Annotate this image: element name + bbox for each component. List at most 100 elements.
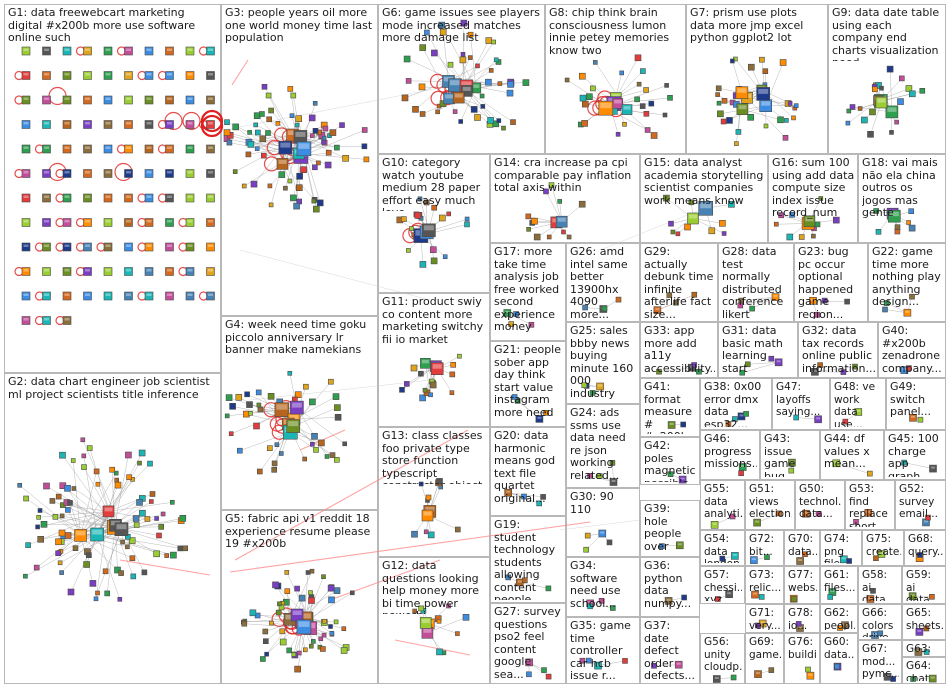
group-box-g23 (794, 243, 868, 322)
g15-node (668, 220, 674, 227)
g6-node (458, 119, 464, 124)
g6-node (475, 63, 480, 69)
g24-edge (590, 475, 614, 483)
g3-node (300, 166, 307, 173)
g1-node (21, 218, 31, 227)
g34-node (609, 605, 616, 611)
g28-edge (751, 296, 776, 309)
g1-node (206, 291, 215, 301)
g6-node (496, 118, 502, 123)
g2-edge (80, 535, 133, 541)
g29-node (653, 306, 662, 315)
g21-node (511, 394, 518, 400)
group-box-g67 (858, 640, 902, 684)
g1-node (62, 291, 72, 301)
g4-node (332, 393, 340, 400)
g35-node (585, 657, 592, 664)
group-box-g25 (566, 322, 640, 404)
g22-node (883, 300, 890, 306)
g1-self-loop (200, 109, 224, 133)
g5-node (294, 585, 300, 592)
g31-edge (742, 362, 779, 373)
g3-hub-node (276, 158, 289, 170)
group-box-g40 (878, 322, 946, 378)
g2-edge (96, 462, 140, 535)
g3-node (321, 135, 327, 141)
g15-node (721, 231, 727, 236)
g6-node (418, 83, 426, 91)
g2-edge (62, 515, 115, 528)
g6-edge (442, 32, 449, 82)
g8-node (581, 100, 589, 108)
g13-node (436, 478, 443, 485)
g47-node (814, 415, 822, 424)
g13-node (423, 529, 429, 535)
g72-node (750, 556, 758, 564)
group-box-g71 (745, 604, 784, 633)
g1-node (42, 120, 51, 129)
group-box-g15 (640, 154, 768, 243)
g13-node (411, 530, 418, 538)
g5-node (349, 590, 355, 596)
g24-node (587, 472, 593, 479)
g1-node (124, 169, 133, 178)
g6-node (403, 55, 411, 63)
g4-node (255, 389, 262, 396)
g2-node (55, 538, 62, 546)
g1-node (144, 120, 154, 129)
g1-node (21, 291, 31, 301)
g5-node (241, 620, 248, 627)
g6-node (485, 37, 493, 44)
g2-node (35, 524, 40, 530)
group-box-g69 (745, 633, 784, 684)
g2-node (37, 508, 43, 513)
g1-node (206, 169, 215, 178)
group-box-g54 (700, 530, 745, 566)
g31-node (739, 369, 746, 376)
g6-node (479, 93, 485, 99)
g11-hub-node (420, 357, 431, 369)
g1-node (144, 218, 154, 227)
g2-hub-node (114, 522, 129, 537)
g28-node (749, 305, 755, 312)
g31-node (768, 355, 775, 362)
g1-node (21, 169, 31, 178)
g44-edge (836, 463, 870, 474)
g1-node (185, 144, 195, 154)
g6-node (510, 119, 516, 125)
g2-node (58, 529, 66, 537)
g1-node (165, 95, 174, 105)
g6-node (405, 78, 412, 84)
g3-node (268, 107, 274, 114)
g5-node (329, 630, 335, 636)
g1-node (165, 218, 174, 227)
g27-node (525, 658, 533, 667)
g7-node (787, 101, 793, 106)
inter-group-edge (329, 559, 441, 601)
group-box-g55 (700, 480, 745, 530)
g32-node (840, 369, 847, 375)
group-box-g46 (700, 430, 760, 480)
g4-hub-node (290, 400, 304, 415)
g8-node (650, 132, 658, 139)
g12-node (412, 608, 418, 614)
g5-node (294, 665, 301, 673)
g1-node (165, 291, 174, 301)
g3-node (312, 128, 319, 134)
g8-node (634, 96, 640, 103)
g17-node (528, 321, 535, 328)
g4-node (334, 413, 342, 421)
group-box-g47 (772, 378, 830, 430)
g36-node (681, 594, 687, 601)
g6-node (438, 21, 446, 29)
g11-node (457, 353, 462, 359)
g15-node (728, 201, 735, 208)
g9-node (898, 75, 905, 82)
g25-node (596, 382, 604, 391)
g8-node (578, 72, 586, 80)
g7-node (716, 100, 722, 106)
g28-node (737, 302, 744, 309)
g2-node (114, 481, 122, 489)
group-box-g59 (902, 566, 946, 604)
